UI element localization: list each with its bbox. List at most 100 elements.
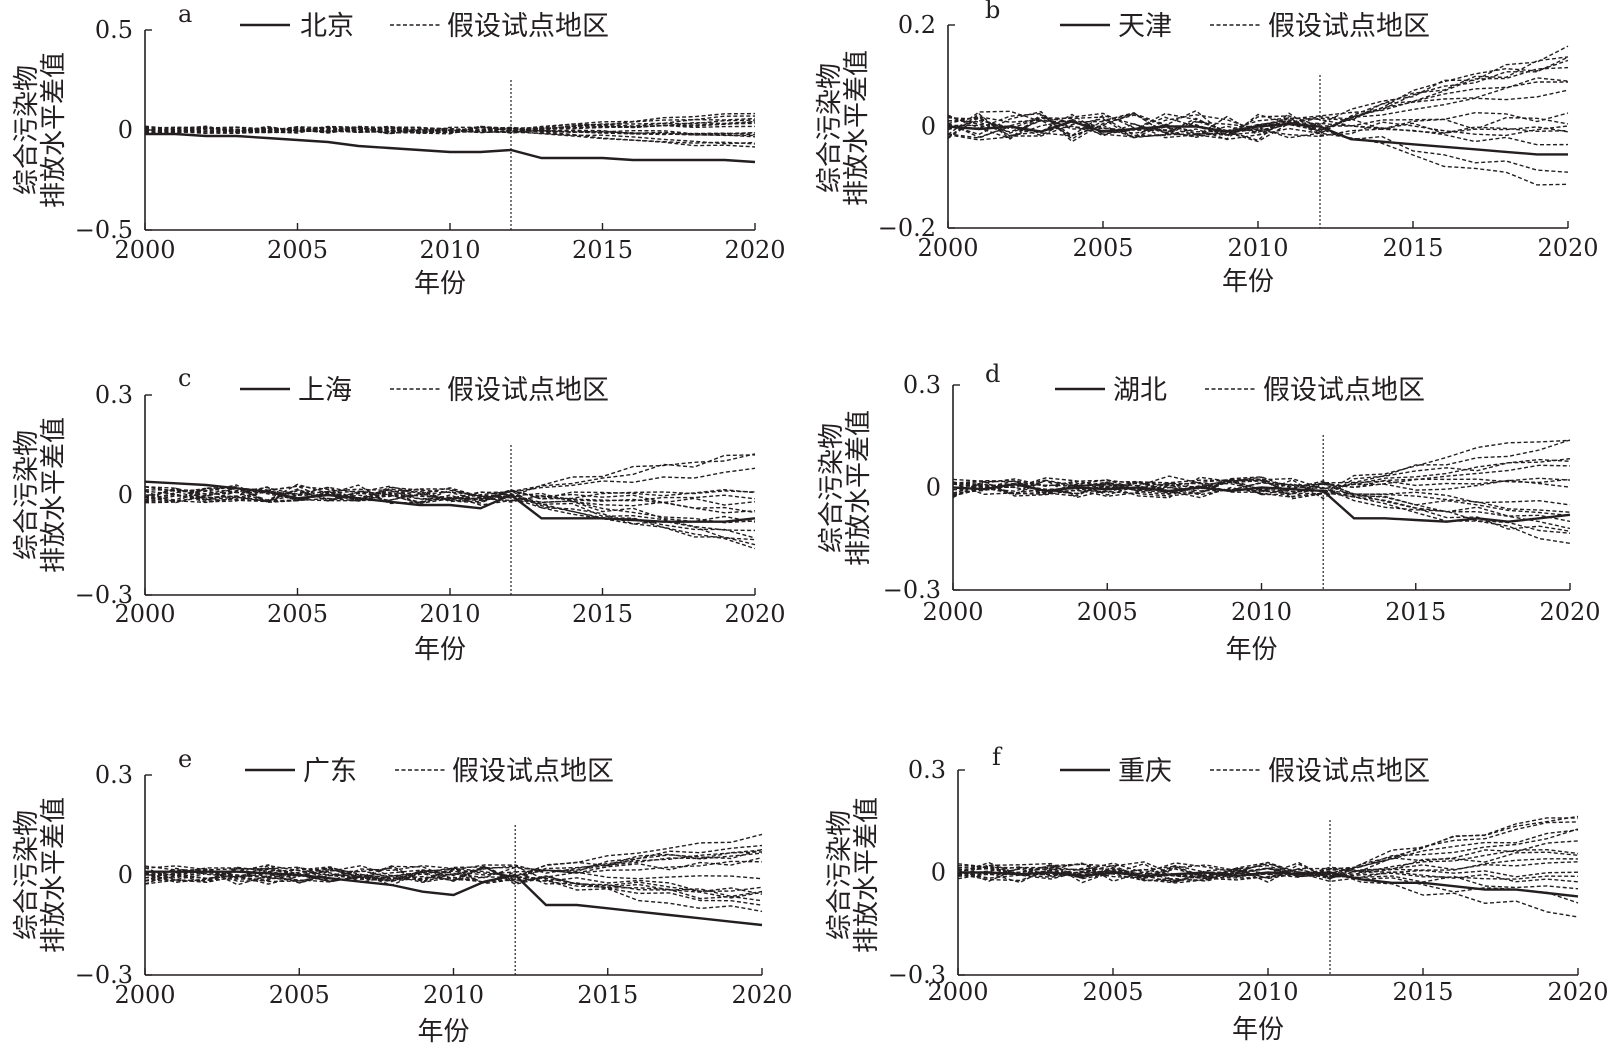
y-tick-label: −0.3	[75, 581, 133, 609]
panel-letter: c	[178, 364, 191, 392]
x-tick-label: 2005	[1082, 978, 1143, 1006]
placebo-series-line	[144, 865, 763, 886]
placebo-series-line	[957, 861, 1579, 884]
panel-letter: b	[985, 0, 1000, 24]
treated-series-line	[947, 120, 1568, 156]
placebo-series-line	[144, 483, 756, 514]
x-axis-label: 年份	[1222, 267, 1274, 297]
y-tick-label: 0	[926, 474, 941, 502]
placebo-series-line	[947, 109, 1569, 143]
y-tick-label: 0.2	[898, 11, 936, 39]
placebo-series-line	[144, 487, 756, 503]
y-tick-label: 0.3	[903, 371, 941, 399]
x-tick-label: 2020	[724, 236, 785, 264]
x-tick-label: 2000	[114, 236, 175, 264]
x-tick-label: 2000	[114, 600, 175, 628]
y-axis-label: 排放水平差值	[39, 417, 69, 573]
legend-placebo-label: 假设试点地区	[452, 756, 614, 787]
y-axis-label: 综合污染物	[825, 810, 855, 940]
legend-treated-label: 湖北	[1113, 375, 1167, 406]
x-axis-label: 年份	[417, 1017, 469, 1047]
y-axis-label: 排放水平差值	[842, 50, 872, 206]
x-tick-label: 2010	[419, 600, 480, 628]
placebo-series-line	[144, 125, 756, 136]
placebo-series-line	[144, 486, 756, 524]
x-tick-label: 2010	[1237, 978, 1298, 1006]
placebo-series-line	[957, 817, 1579, 884]
placebo-series-line	[144, 864, 763, 898]
x-tick-label: 2010	[419, 236, 480, 264]
legend-treated-label: 重庆	[1118, 756, 1172, 787]
x-tick-label: 2020	[1537, 234, 1598, 262]
placebo-series-line	[144, 488, 756, 514]
legend-placebo-label: 假设试点地区	[1268, 11, 1430, 42]
y-tick-label: 0.3	[908, 756, 946, 784]
placebo-series-line	[952, 464, 1571, 496]
x-tick-label: 2015	[1392, 978, 1453, 1006]
x-tick-label: 2010	[1227, 234, 1288, 262]
placebo-series-line	[144, 860, 763, 884]
treated-series-line	[952, 482, 1571, 523]
x-tick-label: 2000	[927, 978, 988, 1006]
placebo-series-line	[144, 866, 763, 902]
x-tick-label: 2000	[114, 981, 175, 1009]
placebo-series-line	[144, 112, 756, 135]
y-axis-label: 排放水平差值	[852, 797, 882, 953]
x-tick-label: 2015	[1382, 234, 1443, 262]
placebo-series-line	[144, 126, 756, 135]
placebo-series-line	[144, 844, 763, 884]
placebo-series-line	[952, 477, 1571, 498]
y-tick-label: 0	[118, 481, 133, 509]
legend-placebo-label: 假设试点地区	[1263, 375, 1425, 406]
y-axis-label: 排放水平差值	[39, 52, 69, 208]
y-tick-label: −0.3	[75, 961, 133, 989]
x-tick-label: 2000	[922, 598, 983, 626]
placebo-series-line	[952, 479, 1571, 517]
y-tick-label: 0	[931, 859, 946, 887]
placebo-series-line	[952, 478, 1571, 495]
placebo-series-line	[144, 487, 756, 532]
x-tick-label: 2020	[1547, 978, 1608, 1006]
placebo-series-line	[144, 467, 756, 502]
y-axis-label: 排放水平差值	[39, 797, 69, 953]
x-tick-label: 2015	[572, 236, 633, 264]
legend-placebo-label: 假设试点地区	[1268, 756, 1430, 787]
y-tick-label: −0.3	[883, 576, 941, 604]
x-axis-label: 年份	[414, 635, 466, 665]
treated-series-line	[145, 132, 756, 164]
placebo-series-line	[947, 45, 1569, 141]
panel-letter: f	[992, 743, 1003, 771]
placebo-series-line	[952, 439, 1571, 499]
placebo-series-line	[952, 458, 1571, 500]
y-tick-label: 0.3	[95, 381, 133, 409]
x-axis-label: 年份	[414, 269, 466, 299]
placebo-series-line	[144, 852, 763, 885]
placebo-series-line	[947, 77, 1569, 137]
placebo-series-line	[952, 482, 1571, 544]
legend-treated-label: 上海	[298, 375, 352, 406]
placebo-series-line	[144, 486, 756, 546]
y-tick-label: 0	[118, 116, 133, 144]
placebo-series-line	[144, 865, 763, 913]
y-axis-label: 排放水平差值	[844, 410, 874, 566]
placebo-series-line	[957, 848, 1579, 884]
treated-series-line	[144, 480, 756, 523]
x-axis-label: 年份	[1232, 1015, 1284, 1045]
placebo-series-line	[144, 127, 755, 137]
placebo-series-line	[948, 119, 1569, 186]
placebo-series-line	[144, 485, 756, 550]
y-tick-label: −0.2	[878, 214, 936, 242]
legend-treated-label: 北京	[300, 11, 354, 42]
treated-series-line	[958, 871, 1579, 898]
placebo-series-line	[144, 125, 756, 148]
x-tick-label: 2015	[572, 600, 633, 628]
y-axis-label: 综合污染物	[817, 423, 847, 553]
placebo-series-line	[144, 120, 756, 134]
x-tick-label: 2010	[1231, 598, 1292, 626]
y-tick-label: 0	[921, 113, 936, 141]
